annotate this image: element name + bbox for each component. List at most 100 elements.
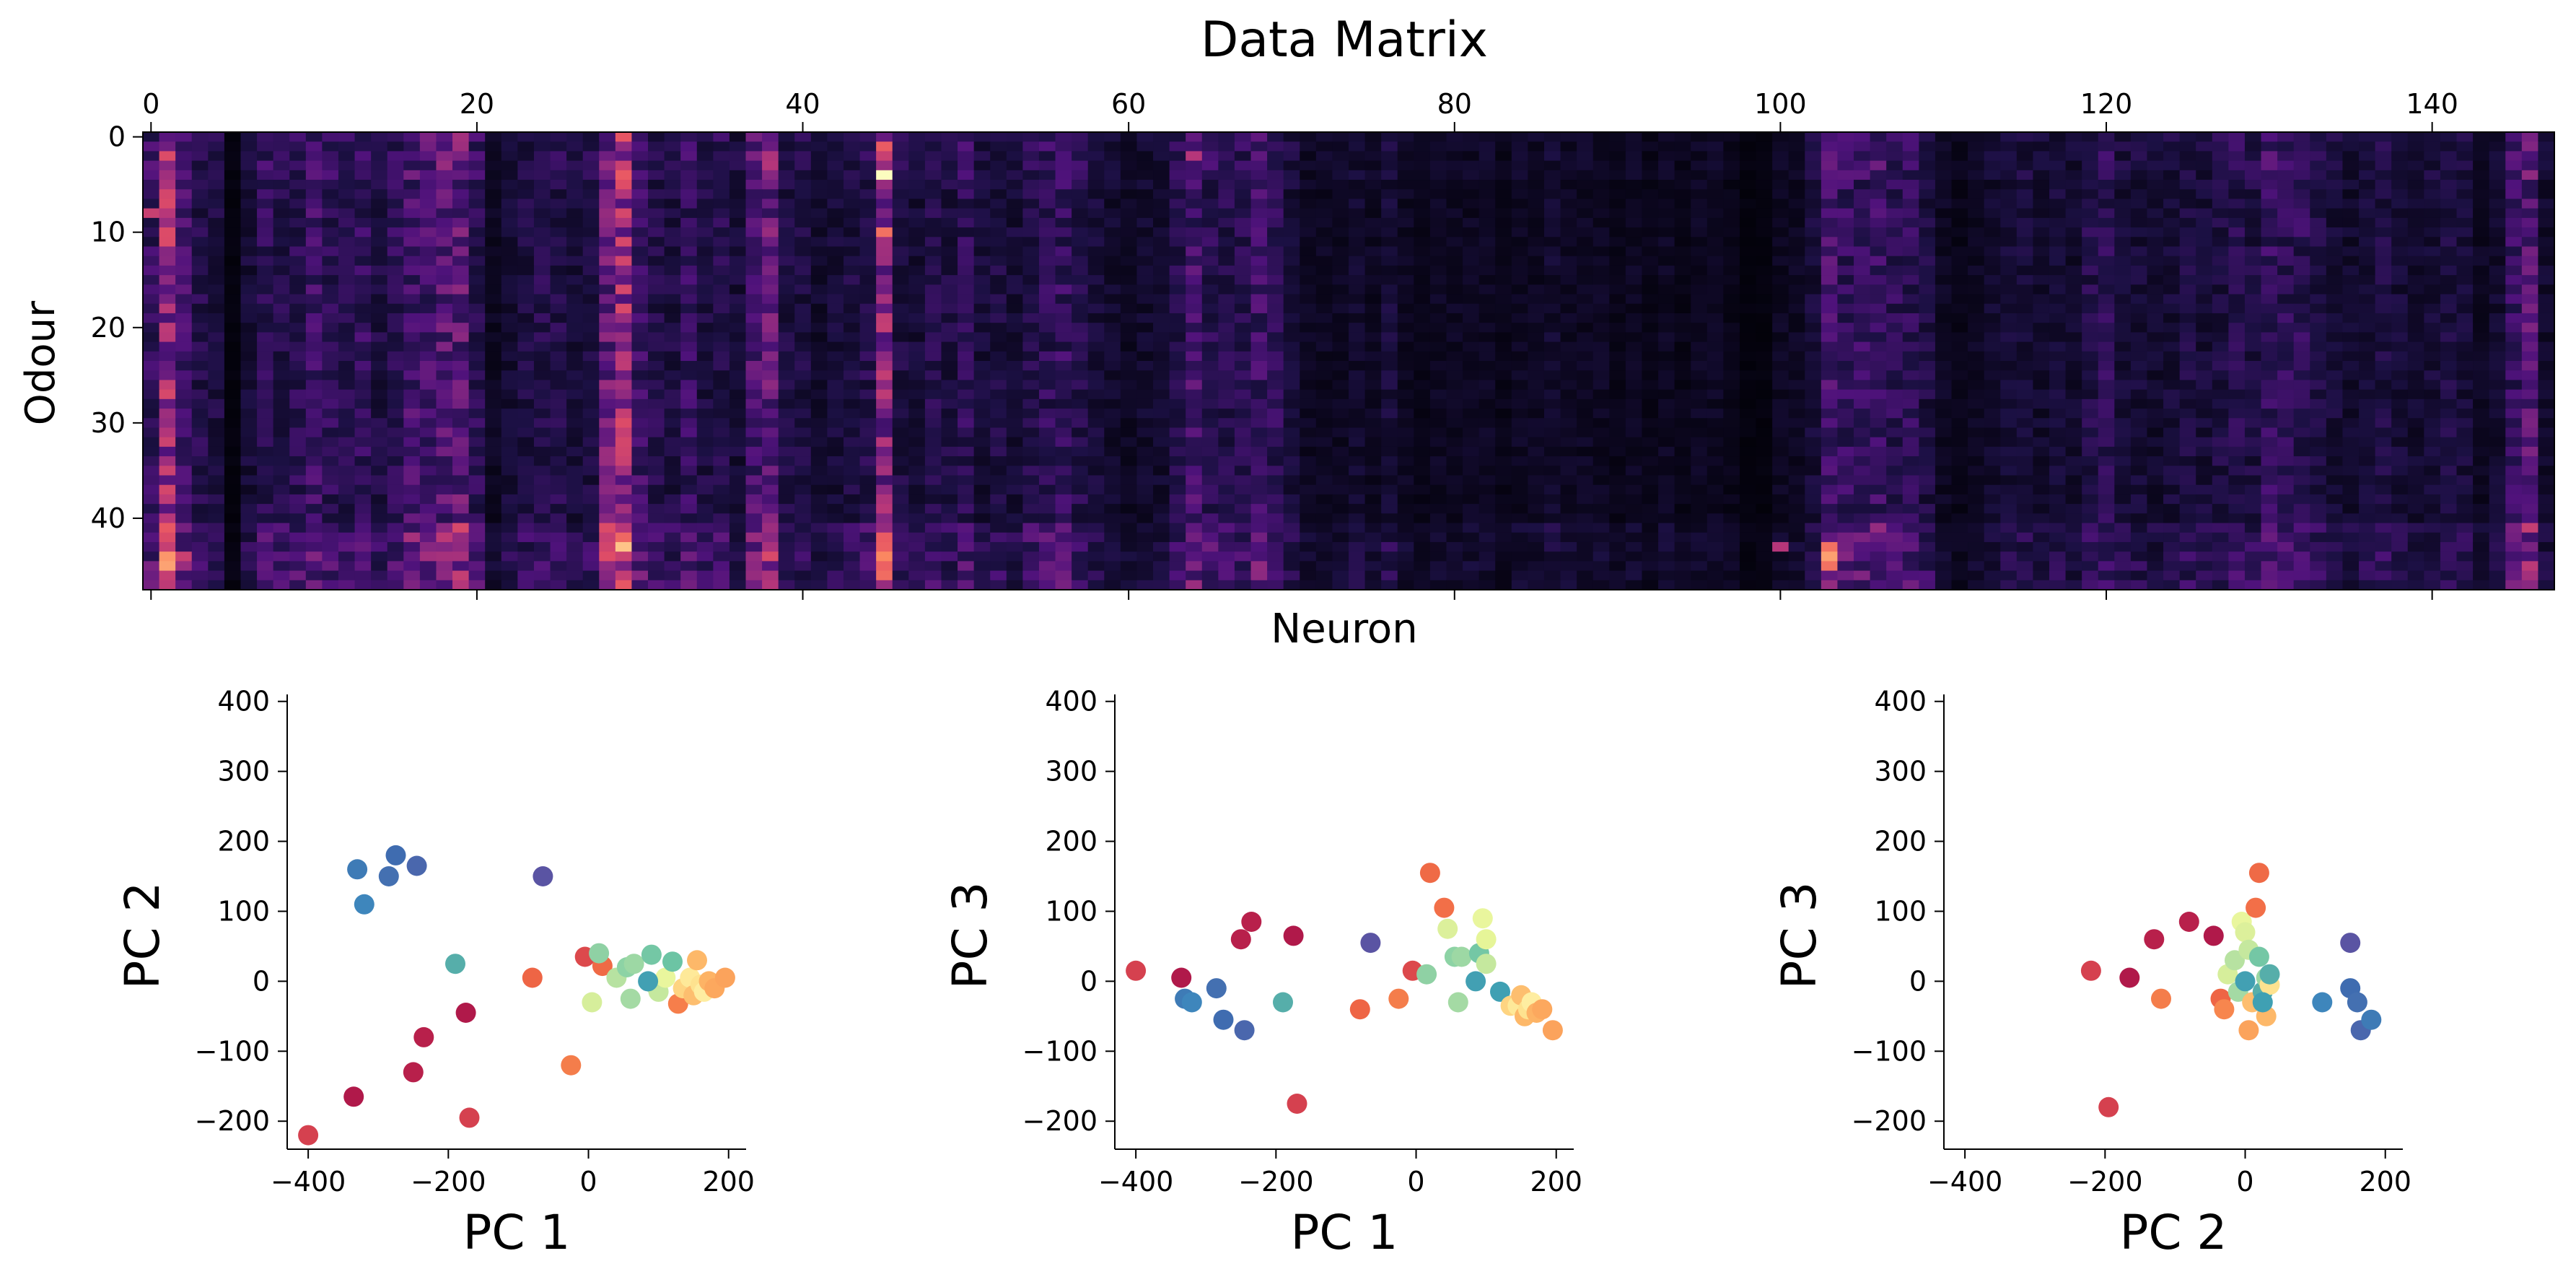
heatmap-cell: [1267, 189, 1284, 200]
heatmap-cell: [1968, 189, 1985, 200]
heatmap-cell: [2538, 398, 2555, 409]
heatmap-cell: [1169, 160, 1186, 171]
heatmap-cell: [1104, 332, 1121, 343]
heatmap-cell: [2326, 208, 2344, 219]
heatmap-cell: [1543, 265, 1561, 276]
heatmap-cell: [2473, 265, 2490, 276]
heatmap-cell: [1349, 160, 1366, 171]
heatmap-cell: [713, 227, 730, 237]
heatmap-cell: [1364, 227, 1382, 237]
heatmap-cell: [159, 418, 176, 429]
heatmap-cell: [2130, 151, 2148, 162]
heatmap-cell: [2196, 380, 2213, 391]
heatmap-cell: [1788, 341, 1805, 352]
heatmap-cell: [436, 370, 453, 381]
heatmap-cell: [1463, 380, 1480, 391]
heatmap-cell: [2179, 208, 2196, 219]
heatmap-cell: [2473, 151, 2490, 162]
heatmap-cell: [859, 160, 877, 171]
heatmap-cell: [2359, 409, 2376, 419]
heatmap-cell: [1593, 398, 1610, 409]
heatmap-cell: [2082, 151, 2099, 162]
heatmap-cell: [1528, 389, 1545, 400]
heatmap-cell: [2407, 409, 2424, 419]
heatmap-cell: [485, 380, 502, 391]
heatmap-cell: [2342, 332, 2360, 343]
heatmap-cell: [289, 380, 307, 391]
heatmap-cell: [892, 275, 909, 285]
heatmap-cell: [1218, 313, 1235, 323]
heatmap-cell: [1772, 217, 1789, 228]
heatmap-cell: [485, 208, 502, 219]
heatmap-cell: [566, 409, 584, 419]
heatmap-cell: [1186, 265, 1203, 276]
heatmap-cell: [1821, 160, 1839, 171]
heatmap-cell: [876, 256, 893, 266]
heatmap-cell: [175, 409, 193, 419]
heatmap-cell: [2456, 351, 2474, 362]
heatmap-cell: [1658, 246, 1675, 257]
heatmap-cell: [289, 409, 307, 419]
heatmap-cell: [941, 398, 958, 409]
heatmap-cell: [485, 256, 502, 266]
heatmap-cell: [2147, 237, 2164, 248]
heatmap-cell: [664, 132, 681, 142]
heatmap-cell: [1788, 265, 1805, 276]
heatmap-cell: [2114, 246, 2132, 257]
heatmap-cell: [2293, 217, 2310, 228]
heatmap-cell: [208, 237, 225, 248]
heatmap-cell: [2147, 170, 2164, 180]
heatmap-cell: [2489, 170, 2506, 180]
heatmap-cell: [794, 237, 812, 248]
heatmap-cell: [1821, 170, 1839, 180]
heatmap-cell: [2538, 427, 2555, 438]
heatmap-cell: [2000, 275, 2018, 285]
heatmap-cell: [2440, 341, 2458, 352]
heatmap-cell: [648, 265, 665, 276]
heatmap-cell: [2293, 160, 2310, 171]
heatmap-cell: [664, 294, 681, 305]
heatmap-cell: [191, 351, 209, 362]
heatmap-cell: [354, 284, 372, 295]
heatmap-cell: [1772, 380, 1789, 391]
heatmap-cell: [2065, 141, 2082, 152]
heatmap-cell: [1038, 170, 1056, 180]
heatmap-cell: [1951, 227, 1968, 237]
heatmap-cell: [615, 151, 633, 162]
heatmap-cell: [2538, 303, 2555, 314]
heatmap-cell: [1300, 180, 1317, 190]
heatmap-cell: [973, 199, 991, 209]
heatmap-cell: [2521, 418, 2539, 429]
heatmap-cell: [2244, 237, 2262, 248]
heatmap-cell: [908, 409, 926, 419]
heatmap-cell: [1658, 398, 1675, 409]
heatmap-cell: [1429, 199, 1447, 209]
heatmap-cell: [2277, 361, 2295, 371]
heatmap-cell: [1136, 199, 1154, 209]
heatmap-cell: [1055, 237, 1072, 248]
heatmap-cell: [2521, 170, 2539, 180]
heatmap-cell: [1854, 237, 1871, 248]
heatmap-cell: [1381, 199, 1398, 209]
heatmap-cell: [1006, 351, 1023, 362]
heatmap-cell: [615, 189, 633, 200]
heatmap-cell: [2179, 199, 2196, 209]
heatmap-cell: [2065, 275, 2082, 285]
heatmap-cell: [648, 380, 665, 391]
heatmap-cell: [1429, 351, 1447, 362]
heatmap-cell: [1446, 132, 1463, 142]
heatmap-cell: [958, 160, 975, 171]
heatmap-cell: [1006, 294, 1023, 305]
heatmap-cell: [338, 151, 356, 162]
heatmap-cell: [305, 341, 323, 352]
heatmap-cell: [1315, 446, 1333, 457]
heatmap-cell: [2098, 351, 2115, 362]
heatmap-cell: [680, 217, 698, 228]
heatmap-cell: [566, 246, 584, 257]
heatmap-cell: [713, 294, 730, 305]
heatmap-cell: [1169, 189, 1186, 200]
heatmap-cell: [1609, 160, 1626, 171]
heatmap-cell: [2163, 427, 2181, 438]
heatmap-cell: [1267, 141, 1284, 152]
heatmap-cell: [1153, 427, 1170, 438]
